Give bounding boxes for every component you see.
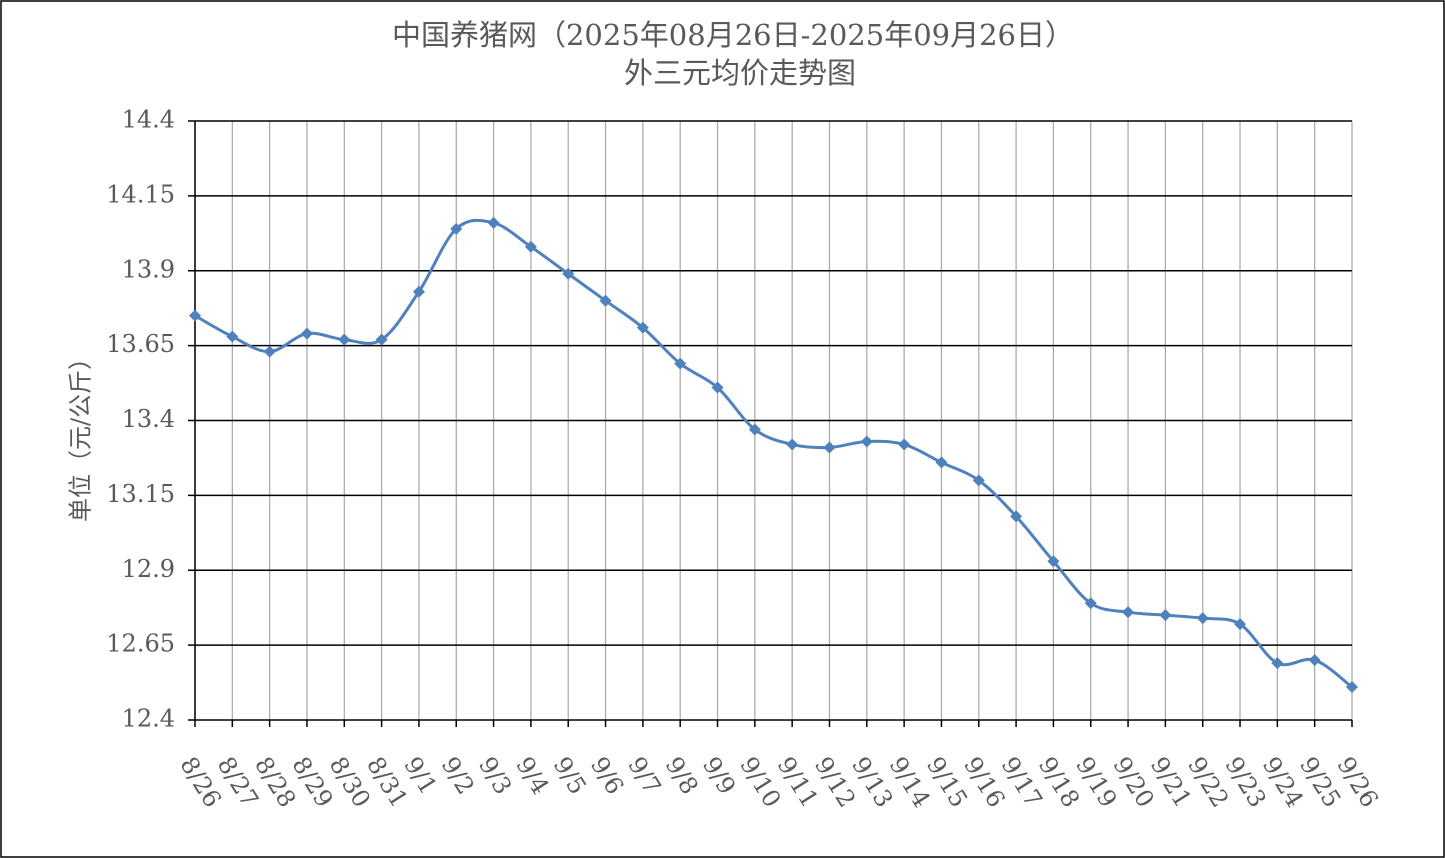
data-point	[412, 285, 425, 298]
y-tick-label: 12.4	[122, 705, 175, 733]
data-point	[1084, 597, 1097, 610]
data-point	[300, 327, 313, 340]
data-point	[972, 474, 985, 487]
data-point	[748, 423, 761, 436]
y-tick-label: 13.65	[106, 330, 175, 358]
data-point	[562, 267, 575, 280]
y-tick-label: 12.9	[122, 555, 175, 583]
data-point	[599, 294, 612, 307]
data-point	[636, 321, 649, 334]
data-point	[1047, 555, 1060, 568]
y-tick-label: 14.4	[122, 106, 175, 134]
data-point	[1346, 681, 1358, 694]
data-point	[1196, 612, 1209, 625]
data-point	[1010, 510, 1023, 523]
data-point	[1234, 618, 1247, 631]
data-point	[189, 309, 201, 322]
y-tick-label: 13.15	[106, 480, 175, 508]
data-point	[1271, 657, 1284, 670]
data-point	[1122, 606, 1135, 619]
y-tick-label: 12.65	[106, 630, 175, 658]
data-point	[263, 345, 276, 358]
data-point	[898, 438, 911, 451]
data-point	[375, 333, 388, 346]
data-point	[487, 216, 500, 229]
data-point	[935, 456, 948, 469]
data-point	[450, 222, 463, 235]
data-point	[1159, 609, 1172, 622]
data-point	[860, 435, 873, 448]
data-point	[786, 438, 799, 451]
data-point	[226, 330, 239, 343]
y-axis-label: 单位（元/公斤）	[67, 346, 95, 522]
data-point	[674, 357, 687, 370]
data-point	[1308, 654, 1321, 667]
data-point	[823, 441, 836, 454]
data-point	[711, 381, 724, 394]
data-point	[524, 240, 537, 253]
chart-subtitle: 外三元均价走势图	[624, 56, 856, 90]
data-point	[338, 333, 351, 346]
chart-title: 中国养猪网（2025年08月26日-2025年09月26日）	[392, 18, 1074, 52]
y-tick-label: 13.9	[122, 255, 175, 283]
y-tick-label: 13.4	[122, 405, 175, 433]
y-tick-label: 14.15	[106, 180, 175, 208]
